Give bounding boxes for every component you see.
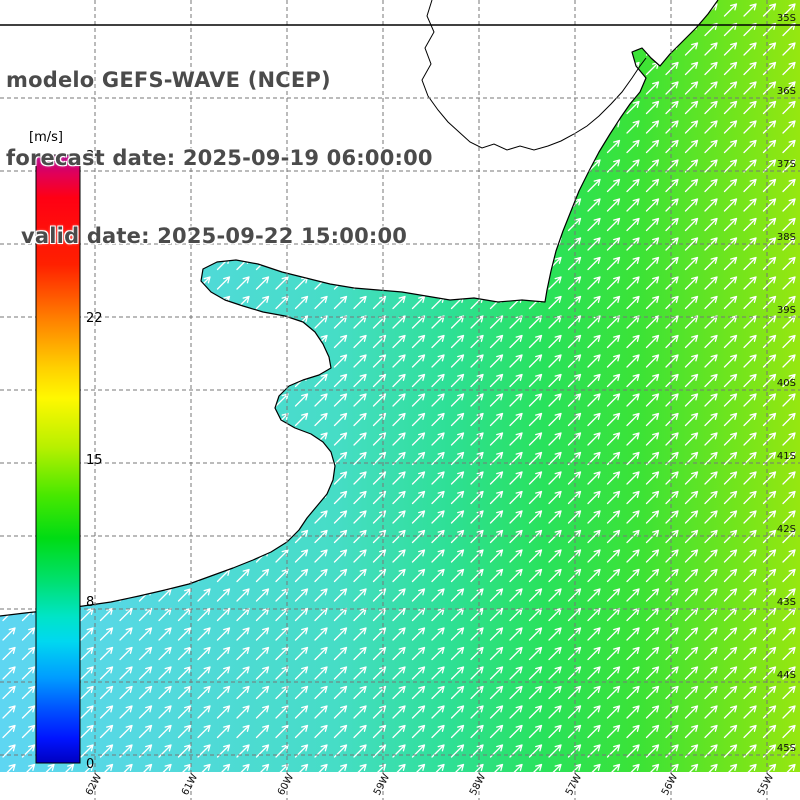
valid-date-line: valid date: 2025-09-22 15:00:00 [6,224,408,248]
colorbar-gradient-bar [35,154,81,764]
latitude-label: 45S [777,743,796,754]
land-mass [0,0,718,616]
colorbar-tick-label: 0 [86,757,94,772]
latitude-label: 35S [777,13,796,24]
colorbar-units-label: [m/s] [29,130,63,145]
colorbar-tick-label: 30 [86,149,103,164]
latitude-label: 39S [777,305,796,316]
latitude-label: 38S [777,232,796,243]
latitude-labels: 35S 36S 37S 38S 39S 40S 41S 42S 43S 44S 45S [777,13,796,754]
forecast-date-line: forecast date: 2025-09-19 06:00:00 [6,146,433,170]
river-border-line [421,0,647,151]
colorbar-legend: [m/s] 30 22 15 8 0 [29,130,103,772]
colorbar-tick-label: 22 [86,311,103,326]
bottom-margin [0,772,800,800]
coastline [0,0,719,617]
map-header: modelo GEFS-WAVE (NCEP) forecast date: 2… [6,15,433,301]
latitude-label: 36S [777,86,796,97]
latitude-label: 41S [777,451,796,462]
latitude-label: 37S [777,159,796,170]
latitude-label: 40S [777,378,796,389]
latitude-label: 44S [777,670,796,681]
colorbar-tick-label: 8 [86,595,94,610]
colorbar-tick-label: 15 [86,453,103,468]
latitude-label: 42S [777,524,796,535]
model-title: modelo GEFS-WAVE (NCEP) [6,68,331,92]
latitude-label: 43S [777,597,796,608]
